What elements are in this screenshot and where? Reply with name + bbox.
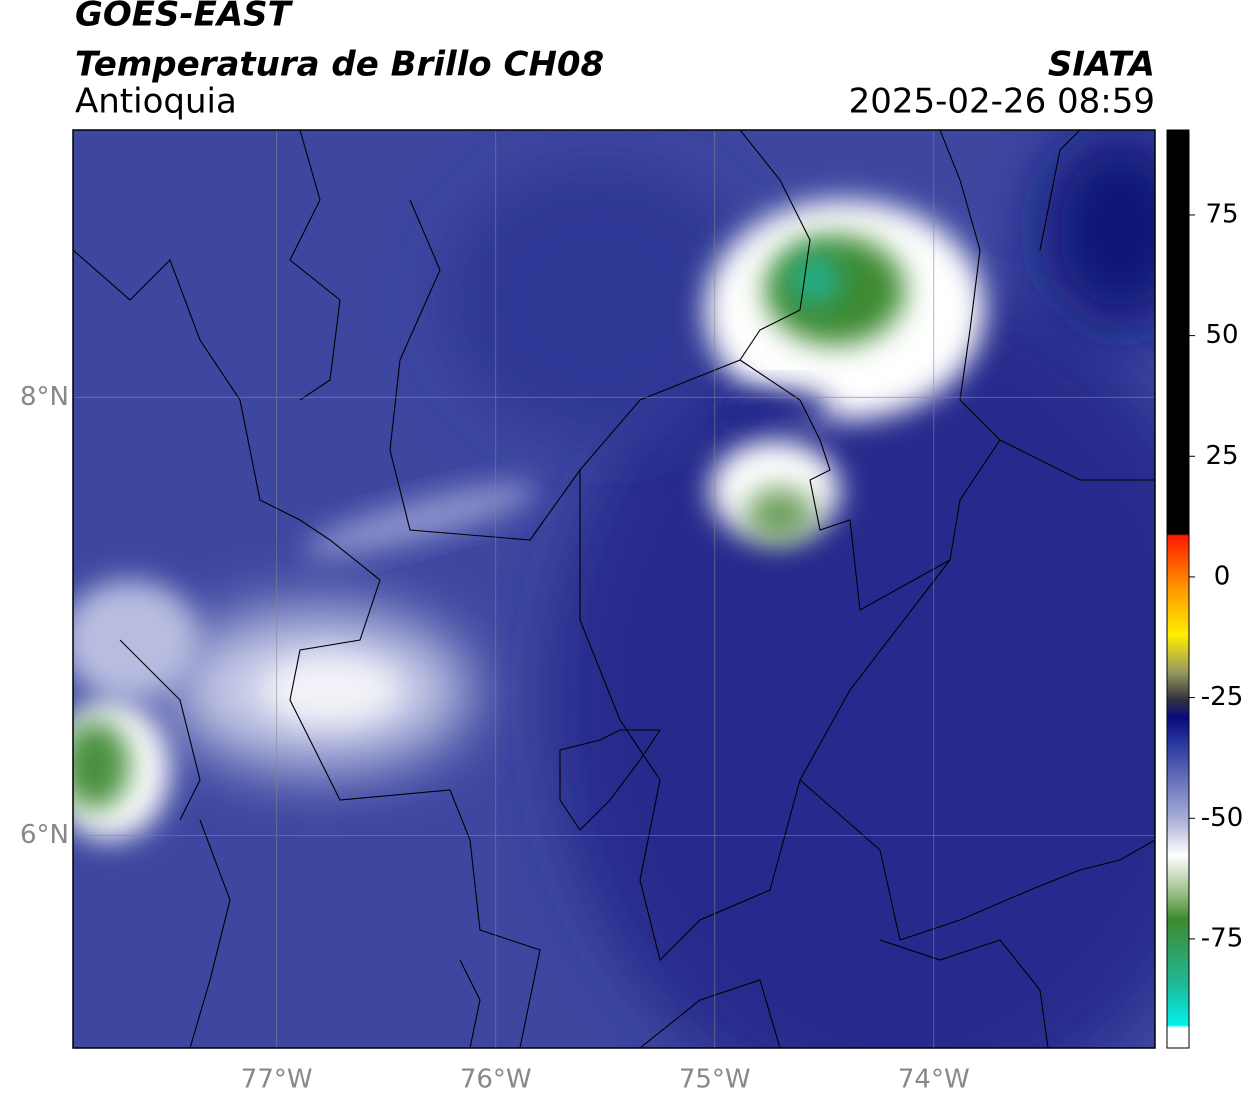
graticule: [73, 130, 1155, 1048]
title: GOES-EAST: [75, 0, 294, 35]
colorbar-tick-label: 0: [1214, 561, 1231, 591]
colorbar-tick-label: 75: [1205, 199, 1238, 229]
colorbar-tick-label: -25: [1201, 682, 1243, 712]
x-tick-label: 74°W: [898, 1065, 970, 1095]
colorbar: [1166, 129, 1190, 1049]
source: SIATA: [1048, 45, 1155, 85]
x-tick-label: 76°W: [460, 1065, 532, 1095]
region: Antioquia: [75, 82, 237, 122]
colorbar-tick-label: -50: [1201, 803, 1243, 833]
colorbar-tick-label: 25: [1205, 441, 1238, 471]
colorbar-tick-label: 50: [1205, 320, 1238, 350]
x-tick-label: 77°W: [241, 1065, 313, 1095]
x-tick-label: 75°W: [679, 1065, 751, 1095]
subtitle: Temperatura de Brillo CH08: [75, 45, 604, 85]
map-frame: [72, 129, 1156, 1049]
y-tick-label: 8°N: [20, 382, 69, 412]
map-image: [73, 130, 1155, 1048]
y-tick-label: 6°N: [20, 820, 69, 850]
colorbar-tick-label: -75: [1201, 923, 1243, 953]
datetime: 2025-02-26 08:59: [849, 82, 1155, 122]
